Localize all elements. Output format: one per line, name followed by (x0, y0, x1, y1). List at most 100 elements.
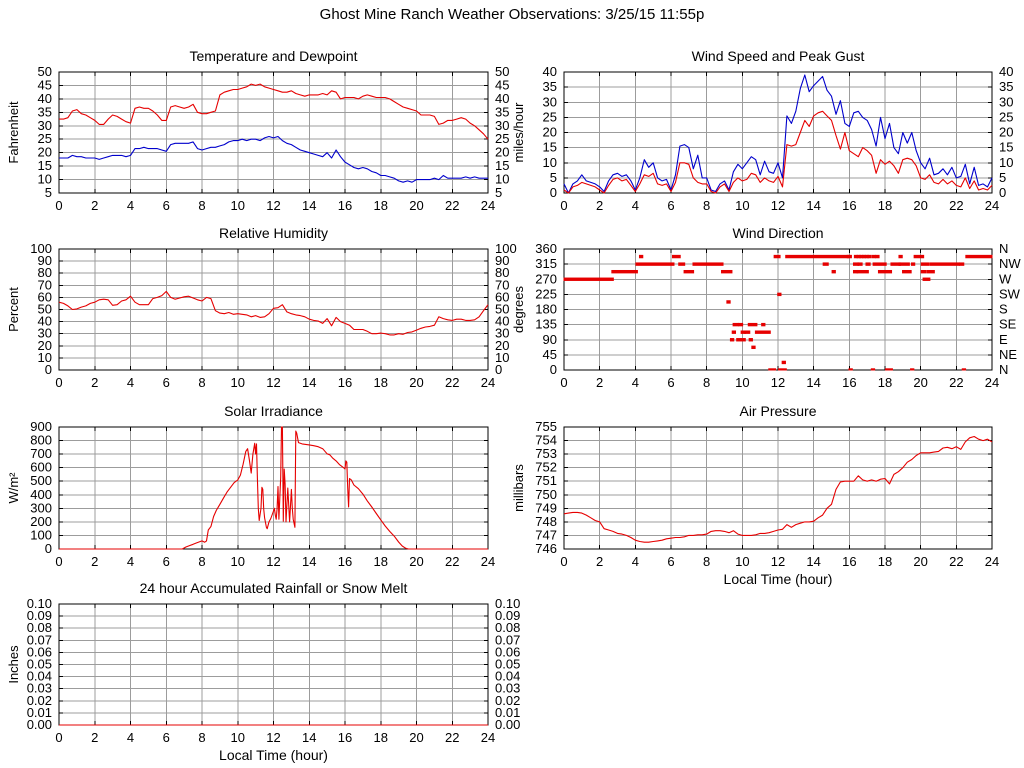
x-tick-label: 22 (949, 554, 963, 569)
y-tick-label-right: 10 (495, 172, 509, 187)
x-tick-label: 24 (985, 375, 999, 390)
wind-direction-marker (856, 254, 861, 259)
y-tick-label: 5 (550, 170, 557, 185)
y-tick-label: 5 (45, 185, 52, 200)
y-tick-label: 45 (543, 347, 557, 362)
y-tick-label-right: 20 (495, 338, 509, 353)
y-tick-label: 500 (30, 473, 52, 488)
y-tick-label: 100 (30, 527, 52, 542)
y-tick-label: 0 (550, 185, 557, 200)
x-tick-label: 8 (198, 730, 205, 745)
x-tick-label: 12 (771, 198, 785, 213)
wind-direction-marker (747, 322, 758, 327)
x-tick-label: 20 (913, 198, 927, 213)
wind-direction-marker (761, 322, 766, 327)
y-tick-label: 0.01 (27, 705, 52, 720)
y-tick-label: 30 (38, 326, 52, 341)
y-tick-label: 50 (38, 64, 52, 79)
y-tick-label: 0 (45, 541, 52, 556)
chart-title: Wind Direction (732, 225, 823, 241)
y-axis-label: miles/hour (511, 102, 526, 163)
y-tick-label-right: W (999, 271, 1012, 286)
wind-direction-marker (926, 269, 935, 274)
y-tick-label-right: 35 (999, 79, 1013, 94)
wind-direction-marker (920, 269, 927, 274)
x-tick-label: 20 (409, 730, 423, 745)
y-tick-label-right: 5 (999, 170, 1006, 185)
x-tick-label: 10 (231, 198, 245, 213)
series-pressure-line (563, 435, 993, 543)
x-tick-label: 8 (703, 375, 710, 390)
wind-direction-marker (846, 254, 852, 259)
wind-direction-marker (611, 269, 638, 274)
y-tick-label: 90 (543, 332, 557, 347)
wind-direction-marker (721, 269, 733, 274)
x-tick-label: 10 (735, 554, 749, 569)
x-tick-label: 16 (842, 375, 856, 390)
wind-direction-marker (683, 269, 695, 274)
y-tick-label-right: 20 (999, 125, 1013, 140)
y-tick-label-right: 0.02 (495, 693, 520, 708)
x-tick-label: 8 (703, 554, 710, 569)
x-tick-label: 6 (163, 375, 170, 390)
wind-direction-marker (910, 368, 915, 371)
x-tick-label: 16 (338, 375, 352, 390)
x-tick-label: 20 (913, 375, 927, 390)
y-tick-label: 0.10 (27, 596, 52, 611)
series-wind-direction (563, 254, 993, 371)
y-tick-label: 15 (543, 140, 557, 155)
y-tick-label-right: 40 (999, 64, 1013, 79)
wind-direction-marker (877, 269, 893, 274)
x-tick-label: 16 (338, 730, 352, 745)
x-tick-label: 6 (163, 730, 170, 745)
y-tick-label: 10 (38, 350, 52, 365)
x-tick-label: 20 (913, 554, 927, 569)
x-tick-label: 8 (198, 375, 205, 390)
chart-relative-humidity: 0 2 4 6 8 10 12 14 16 18 20 22 240102030405060708090… (6, 225, 517, 390)
series-peak-gust-line (563, 74, 993, 194)
wind-direction-marker (885, 368, 893, 371)
wind-direction-marker (748, 338, 753, 342)
wind-direction-marker (965, 254, 993, 259)
wind-direction-marker (744, 330, 751, 334)
y-tick-label-right: NE (999, 347, 1017, 362)
x-tick-label: 8 (198, 198, 205, 213)
x-tick-label: 0 (560, 554, 567, 569)
x-tick-label: 2 (596, 375, 603, 390)
x-tick-label: 22 (949, 198, 963, 213)
wind-direction-marker (875, 254, 880, 259)
wind-direction-marker (692, 262, 724, 266)
chart-title: Temperature and Dewpoint (189, 48, 357, 64)
y-tick-label: 0.06 (27, 644, 52, 659)
x-tick-label: 0 (55, 198, 62, 213)
y-tick-label-right: 0 (495, 362, 502, 377)
x-tick-label: 18 (374, 730, 388, 745)
y-tick-label: 135 (535, 317, 557, 332)
y-tick-label-right: 5 (495, 185, 502, 200)
x-tick-label: 2 (91, 375, 98, 390)
x-tick-label: 22 (445, 375, 459, 390)
y-tick-label: 747 (535, 527, 557, 542)
x-tick-label: 4 (127, 198, 134, 213)
y-tick-label: 0.09 (27, 608, 52, 623)
x-tick-label: 8 (703, 198, 710, 213)
y-axis-label: degrees (511, 286, 526, 333)
y-tick-label: 25 (38, 131, 52, 146)
wind-direction-marker (678, 262, 686, 266)
y-tick-label-right: 0 (999, 185, 1006, 200)
y-tick-label: 755 (535, 419, 557, 434)
wind-direction-marker (740, 330, 746, 334)
wind-direction-marker (856, 269, 869, 274)
x-tick-label: 6 (163, 198, 170, 213)
x-tick-label: 12 (266, 730, 280, 745)
wind-direction-marker (870, 368, 876, 371)
x-tick-label: 12 (771, 554, 785, 569)
y-tick-label: 40 (543, 64, 557, 79)
x-tick-label: 10 (231, 375, 245, 390)
x-tick-label: 18 (374, 198, 388, 213)
chart-solar-irradiance: 0 2 4 6 8 10 12 14 16 18 20 22 240100200300400500600… (6, 403, 495, 569)
x-tick-label: 24 (481, 375, 495, 390)
y-tick-label-right: 60 (495, 289, 509, 304)
y-axis-label: Percent (6, 287, 21, 332)
chart-wind-speed-gust: 0 2 4 6 8 10 12 14 16 18 20 22 240510152025303540051… (511, 48, 1013, 213)
